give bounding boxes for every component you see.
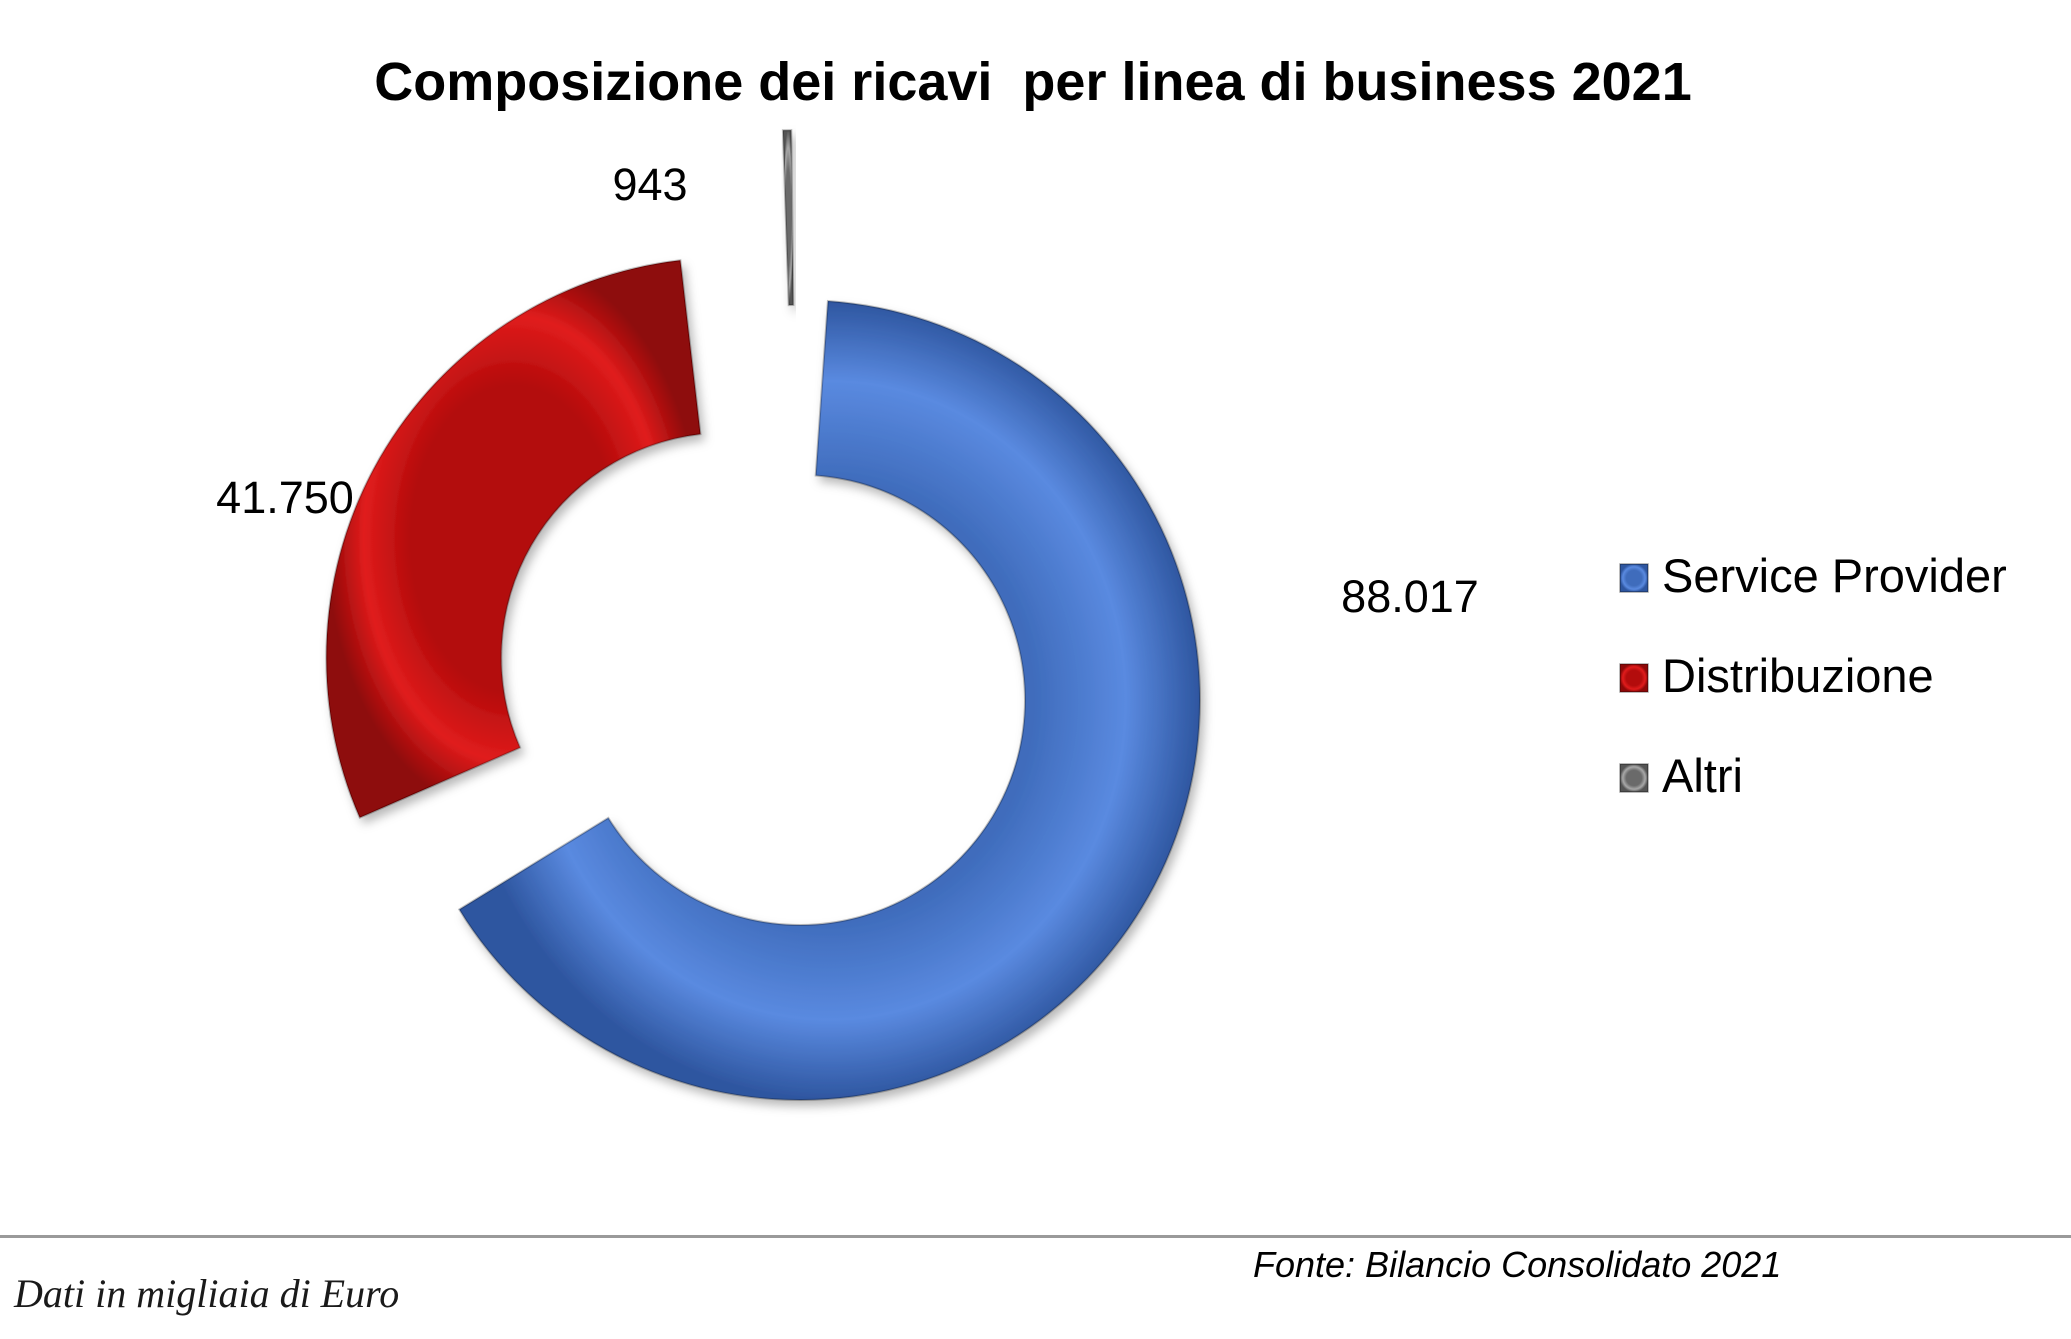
donut-slice-service-provider bbox=[457, 299, 1201, 1101]
legend-label-service-provider: Service Provider bbox=[1662, 549, 2007, 602]
footnote: Dati in migliaia di Euro bbox=[14, 1271, 400, 1316]
chart-title: Composizione dei ricavi per linea di bus… bbox=[374, 52, 1691, 112]
data-label-distribuzione: 41.750 bbox=[216, 472, 354, 523]
data-label-service-provider: 88.017 bbox=[1341, 571, 1479, 622]
legend-swatch-distribuzione bbox=[1619, 663, 1649, 693]
footer-divider bbox=[0, 1235, 2071, 1238]
data-label-altri: 943 bbox=[612, 159, 687, 210]
donut-slice-distribuzione bbox=[325, 259, 702, 819]
donut-slice-altri bbox=[781, 129, 795, 307]
source-note: Fonte: Bilancio Consolidato 2021 bbox=[1253, 1244, 1782, 1285]
legend-swatch-altri bbox=[1619, 763, 1649, 793]
legend-swatch-service-provider bbox=[1619, 563, 1649, 593]
legend: Service Provider Distribuzione Altri bbox=[1619, 549, 2007, 802]
legend-label-distribuzione: Distribuzione bbox=[1662, 649, 1934, 702]
legend-label-altri: Altri bbox=[1662, 749, 1743, 802]
